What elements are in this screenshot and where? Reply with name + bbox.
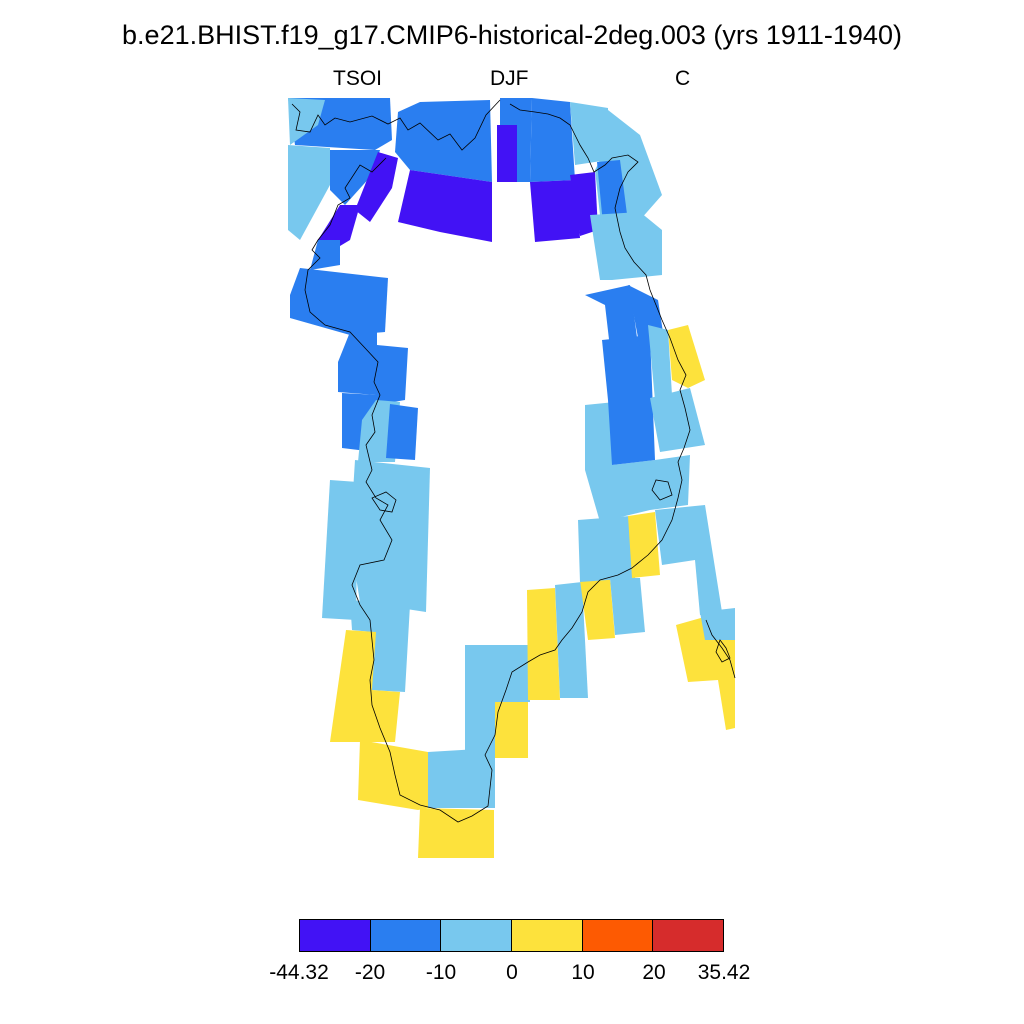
map-cell: [395, 100, 492, 182]
map-cell: [398, 170, 492, 242]
coastline-island: [371, 491, 397, 513]
coastline-east-fjord: [651, 479, 673, 501]
colorbar-label: -44.32: [269, 961, 329, 984]
map-cell: [355, 152, 398, 222]
colorbar-box: [582, 920, 654, 951]
map-cell: [330, 630, 400, 742]
map-cell: [628, 512, 660, 578]
map-cell: [495, 702, 528, 758]
map-cell: [580, 578, 615, 640]
colorbar-label: 0: [506, 961, 518, 984]
colorbar-label: -20: [354, 961, 386, 984]
map-cell: [322, 480, 358, 620]
map-cell: [290, 268, 388, 335]
colorbar-box: [370, 920, 442, 951]
colorbar-label: 35.42: [697, 961, 751, 984]
coastline-west: [291, 99, 501, 151]
map-cell: [570, 102, 608, 165]
map-cell: [655, 505, 722, 615]
plot-title: b.e21.BHIST.f19_g17.CMIP6-historical-2de…: [122, 20, 902, 50]
map-cell: [358, 740, 428, 810]
map-cell: [530, 98, 575, 182]
map-cell: [338, 332, 408, 405]
map-cell: [386, 404, 418, 460]
colorbar: [299, 919, 724, 952]
coastline-sw: [705, 619, 736, 679]
map-cell: [350, 600, 410, 692]
map-cell: [330, 150, 380, 205]
map-cell: [650, 388, 705, 452]
map-cell: [465, 645, 530, 752]
units-label: C: [675, 67, 691, 90]
map-cell: [530, 180, 580, 242]
map-cell: [648, 325, 672, 400]
season-label: DJF: [490, 67, 529, 90]
colorbar-box: [512, 920, 583, 951]
colorbar-label: 20: [642, 961, 666, 984]
map-cell: [428, 748, 495, 808]
map-cell: [585, 285, 638, 348]
colorbar-label: 10: [571, 961, 595, 984]
coastline: [291, 99, 736, 823]
map-cell: [288, 145, 330, 240]
colorbar-box: [441, 920, 513, 951]
map-cell: [590, 212, 662, 280]
map-cell: [668, 325, 705, 388]
map-cell: [555, 582, 588, 698]
map-cell: [602, 335, 655, 465]
map-cell: [610, 578, 645, 635]
coastline-west-down: [304, 103, 691, 823]
map-cells: [288, 98, 735, 858]
map-cell: [310, 240, 340, 270]
variable-label: TSOI: [333, 67, 383, 90]
colorbar-box: [300, 920, 371, 951]
map-cell: [676, 612, 735, 730]
map-cell: [578, 516, 635, 582]
colorbar-box: [653, 920, 724, 951]
map-cell: [527, 588, 560, 700]
map-cell: [497, 125, 517, 182]
map-cell: [597, 160, 628, 224]
colorbar-label: -10: [425, 961, 457, 984]
map-cell: [418, 808, 494, 858]
map-cell: [700, 608, 735, 640]
coastline-se-bay: [715, 639, 731, 663]
